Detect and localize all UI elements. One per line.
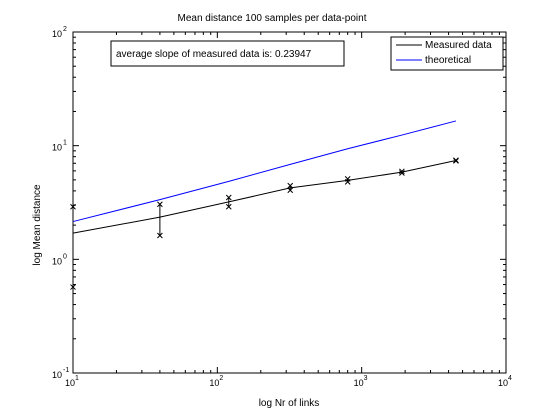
x-tick-label: 10 1	[65, 375, 79, 388]
error-cap-marker	[157, 232, 163, 239]
x-tick-base: 10	[498, 378, 508, 388]
error-cap-marker	[287, 187, 294, 194]
x-tick-base: 10	[209, 378, 219, 388]
error-cap-marker	[225, 203, 232, 210]
x-tick-label: 10 3	[354, 375, 368, 388]
y-tick-label: 10 2	[52, 26, 67, 39]
chart-title: Mean distance 100 samples per data-point	[177, 13, 366, 24]
y-tick-base: 10	[52, 256, 62, 266]
x-tick-label: 10 2	[209, 375, 223, 388]
legend-label-theoretical: theoretical	[425, 55, 471, 66]
series-theoretical	[72, 120, 457, 223]
legend-box	[390, 36, 504, 71]
error-cap-marker	[225, 194, 232, 201]
y-tick-base: 10	[52, 370, 62, 380]
y-tick-label: 10 -1	[52, 367, 69, 380]
major-ticks	[72, 31, 507, 374]
y-axis-label: log Mean distance	[32, 184, 43, 266]
series-line	[72, 120, 457, 223]
error-cap-marker	[157, 201, 163, 208]
annotation-box	[110, 40, 345, 67]
series-measured	[70, 157, 459, 290]
series-layer	[70, 120, 459, 290]
y-tick-base: 10	[52, 29, 62, 39]
minor-ticks	[73, 32, 506, 373]
x-tick-labels: 10 1 10 2 10 3 10 4	[65, 375, 512, 388]
x-tick-label: 10 4	[498, 375, 512, 388]
error-cap-marker	[70, 203, 76, 210]
x-tick-exponent: 4	[508, 375, 512, 382]
x-tick-exponent: 1	[75, 375, 79, 382]
y-tick-label: 10 1	[52, 140, 67, 153]
error-cap-marker	[399, 170, 405, 176]
y-tick-exponent: 0	[63, 253, 67, 260]
x-tick-base: 10	[354, 378, 364, 388]
y-tick-exponent: 1	[63, 140, 67, 147]
annotation-text: average slope of measured data is: 0.239…	[116, 49, 312, 60]
x-tick-exponent: 2	[219, 375, 223, 382]
error-cap-marker	[287, 182, 294, 189]
legend-label-measured: Measured data	[425, 40, 492, 51]
plot-area	[72, 31, 507, 374]
error-cap-marker	[70, 284, 76, 290]
error-cap-marker	[453, 157, 459, 164]
slope-annotation: average slope of measured data is: 0.239…	[110, 40, 345, 67]
x-axis-label: log Nr of links	[259, 398, 320, 409]
y-tick-base: 10	[52, 143, 62, 153]
y-tick-exponent: -1	[63, 367, 69, 374]
x-tick-exponent: 3	[364, 375, 368, 382]
legend: Measured data theoretical	[390, 36, 504, 71]
error-cap-marker	[399, 168, 405, 175]
y-tick-exponent: 2	[63, 26, 67, 33]
error-cap-marker	[344, 176, 351, 182]
y-tick-label: 10 0	[52, 253, 67, 266]
x-tick-base: 10	[65, 378, 75, 388]
